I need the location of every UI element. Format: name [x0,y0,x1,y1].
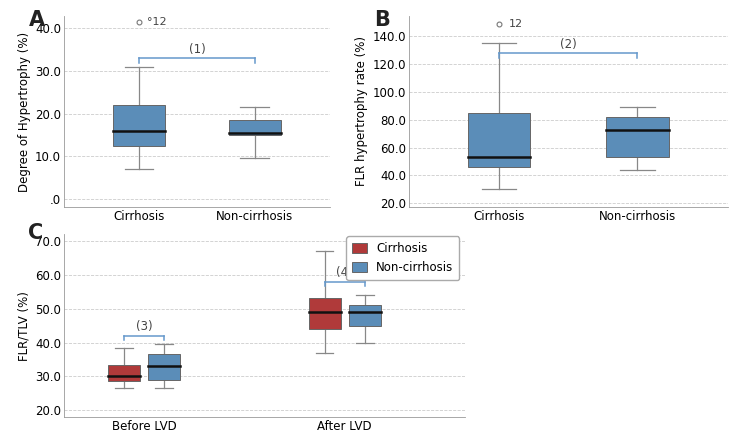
Bar [606,117,668,157]
Bar [468,113,530,167]
Bar [113,105,165,145]
Bar [148,355,180,380]
Text: (3): (3) [136,321,152,334]
Bar [349,305,381,326]
Text: (4): (4) [336,266,353,279]
Y-axis label: FLR hypertrophy rate (%): FLR hypertrophy rate (%) [356,37,368,186]
Y-axis label: FLR/TLV (%): FLR/TLV (%) [18,291,31,360]
Y-axis label: Degree of Hypertrophy (%): Degree of Hypertrophy (%) [18,31,31,192]
Text: C: C [28,223,43,243]
Bar [308,298,340,329]
Text: 12: 12 [509,19,523,29]
Text: (2): (2) [560,38,577,51]
Text: (1): (1) [188,43,206,56]
Text: °12: °12 [147,17,166,27]
Bar [108,364,140,381]
Text: B: B [374,10,389,30]
Legend: Cirrhosis, Non-cirrhosis: Cirrhosis, Non-cirrhosis [346,236,459,280]
Bar [229,120,280,135]
Text: A: A [29,10,45,30]
